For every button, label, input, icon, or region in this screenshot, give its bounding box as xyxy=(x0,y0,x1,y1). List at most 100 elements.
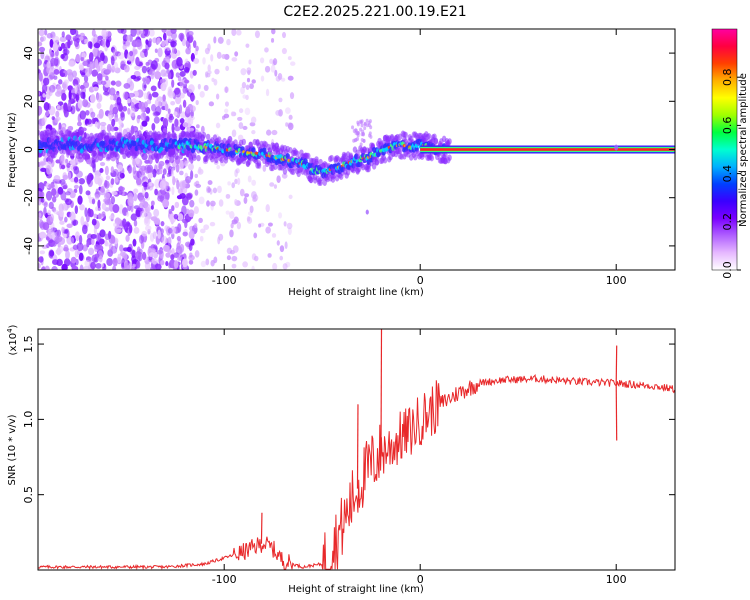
spectrogram-noise-blob xyxy=(90,261,96,270)
spectrogram-noise-blob xyxy=(122,91,129,100)
spectrogram-noise-blob xyxy=(81,72,86,78)
spectrogram-noise-blob xyxy=(126,246,132,252)
spectrogram-noise-blob xyxy=(59,36,67,43)
spectrogram-noise-blob xyxy=(41,83,48,94)
spectrogram-noise-blob xyxy=(110,125,116,132)
spectrogram-noise-blob xyxy=(171,205,175,212)
spectrogram-noise-blob xyxy=(51,241,57,247)
spectrogram-noise-blob xyxy=(288,194,293,200)
spectrogram-noise-blob xyxy=(182,159,190,164)
spectrogram-noise-blob xyxy=(112,265,117,270)
spectrogram-noise-blob xyxy=(48,201,54,210)
spectrogram-noise-blob xyxy=(188,163,194,171)
spectrogram-band-halo xyxy=(282,168,288,175)
spectrogram-noise-blob xyxy=(70,177,75,183)
spectrogram-noise-blob xyxy=(154,99,159,107)
spectrogram-noise-blob xyxy=(369,125,373,130)
spectrogram-noise-blob xyxy=(38,262,41,269)
spectrogram-noise-blob xyxy=(209,200,216,207)
spectrogram-band-halo xyxy=(192,152,197,159)
spectrogram-noise-blob xyxy=(132,165,137,175)
spectrogram-noise-blob xyxy=(152,168,157,178)
spectrogram-noise-blob xyxy=(101,202,107,210)
spectrogram-noise-blob xyxy=(162,118,169,129)
spectrogram-noise-blob xyxy=(58,122,62,130)
spectrogram-noise-blob xyxy=(267,222,273,227)
spectrogram-noise-blob xyxy=(96,93,103,103)
spectrogram-noise-blob xyxy=(174,126,181,132)
spectrogram-noise-blob xyxy=(245,94,249,101)
spectrogram-noise-blob xyxy=(52,259,59,266)
spectrogram-noise-blob xyxy=(85,212,90,223)
spectrogram-noise-blob xyxy=(49,38,54,48)
spectrogram-noise-blob xyxy=(177,188,183,194)
spectrogram-noise-blob xyxy=(87,41,93,49)
spectrogram-band-halo xyxy=(256,162,262,169)
spectrogram-noise-blob xyxy=(179,170,184,176)
spectrogram-noise-blob xyxy=(152,231,157,239)
spectrogram-noise-blob xyxy=(240,68,247,76)
spectrogram-noise-blob xyxy=(283,221,287,227)
spectrogram-noise-blob xyxy=(130,74,137,80)
spectrogram-noise-blob xyxy=(367,120,371,125)
spectrogram-noise-blob xyxy=(250,116,257,124)
spectrogram-band-halo xyxy=(356,165,362,173)
spectrogram-noise-blob xyxy=(65,191,71,196)
spectrogram-noise-blob xyxy=(94,194,100,200)
spectrogram-noise-blob xyxy=(128,92,136,98)
spectrogram-noise-blob xyxy=(61,226,65,233)
spectrogram-noise-blob xyxy=(225,193,231,199)
spectrogram-noise-blob xyxy=(93,213,98,219)
spectrogram-noise-blob xyxy=(79,110,87,120)
spectrogram-noise-blob xyxy=(51,266,58,270)
spectrogram-noise-blob xyxy=(86,241,90,248)
spectrogram-noise-blob xyxy=(44,29,48,36)
spectrogram-noise-blob xyxy=(133,226,140,234)
spectrogram-noise-blob xyxy=(119,244,124,252)
spectrogram-noise-blob xyxy=(150,265,157,270)
spectrogram-noise-blob xyxy=(55,159,61,164)
spectrogram-noise-blob xyxy=(143,29,149,37)
spectrogram-noise-blob xyxy=(74,84,78,93)
spectrogram-noise-blob xyxy=(178,32,185,41)
spectrogram-noise-blob xyxy=(206,73,211,78)
spectrogram-noise-blob xyxy=(258,223,262,228)
spectrogram-noise-blob xyxy=(167,35,172,43)
spectrogram-noise-blob xyxy=(183,67,190,73)
spectrogram-noise-blob xyxy=(162,32,167,41)
spectrogram-noise-blob xyxy=(198,196,205,205)
spectrogram-noise-blob xyxy=(38,199,42,206)
snr-multiplier-exp: 4 xyxy=(6,328,14,333)
spectrogram-noise-blob xyxy=(79,84,85,90)
spectrogram-noise-blob xyxy=(145,106,151,114)
spectrogram-noise-blob xyxy=(85,110,90,116)
spectrogram-noise-blob xyxy=(127,107,131,115)
spectrogram-noise-blob xyxy=(38,69,41,74)
spectrogram-noise-blob xyxy=(174,87,182,98)
spectrogram-noise-blob xyxy=(246,67,252,74)
spectrogram-noise-blob xyxy=(278,97,283,103)
spectrogram-noise-blob xyxy=(80,57,85,62)
spectrogram-noise-blob xyxy=(123,64,130,73)
spectrogram-noise-blob xyxy=(136,260,141,269)
spectrogram-noise-blob xyxy=(84,259,91,267)
spectrogram-noise-blob xyxy=(161,40,166,47)
spectrogram-noise-blob xyxy=(173,111,178,116)
spectrogram-noise-blob xyxy=(110,80,116,86)
snr-spike xyxy=(380,329,383,453)
spectrogram-noise-blob xyxy=(290,61,296,66)
spectrogram-noise-blob xyxy=(68,70,72,77)
spectrogram-noise-blob xyxy=(144,191,149,199)
spectrogram-noise-blob xyxy=(83,265,91,270)
spectrogram-noise-blob xyxy=(103,91,110,96)
spectrogram-noise-blob xyxy=(92,86,99,92)
spectrogram-noise-blob xyxy=(272,262,278,270)
spectrogram-noise-blob xyxy=(185,47,191,55)
spectrogram-noise-blob xyxy=(138,234,144,244)
spectrogram-noise-blob xyxy=(151,258,158,265)
spectrogram-noise-blob xyxy=(260,75,265,82)
spectrogram-band-halo xyxy=(201,131,207,139)
spectrogram-noise-blob xyxy=(132,158,136,167)
spectrogram-noise-blob xyxy=(194,173,199,179)
spectrogram-noise-blob xyxy=(115,158,119,165)
